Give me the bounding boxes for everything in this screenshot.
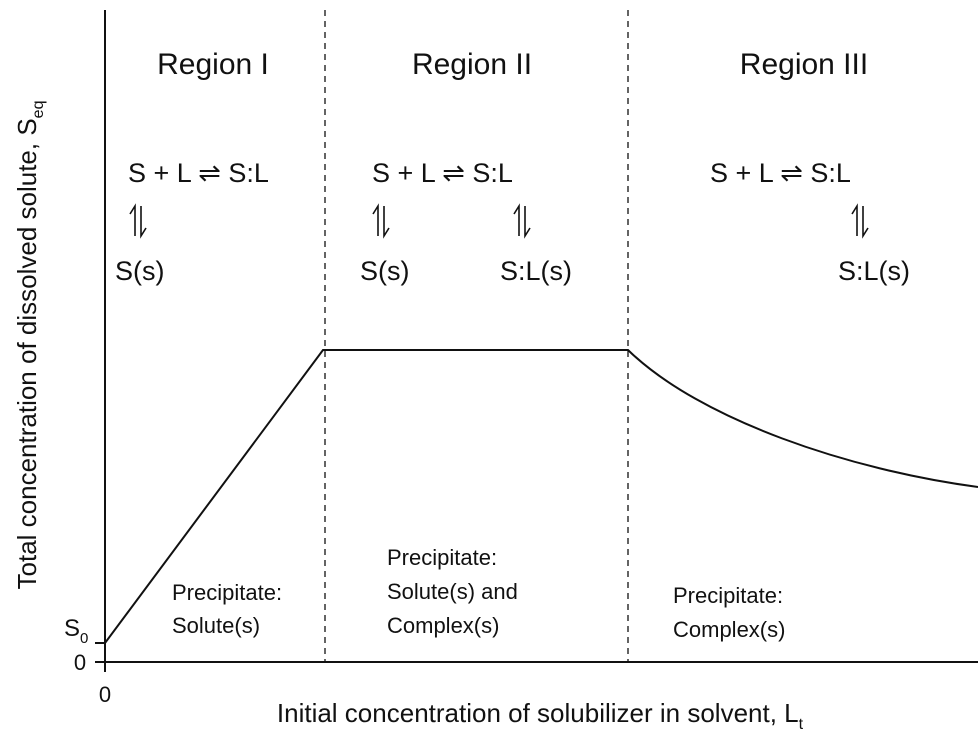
s0-sub: 0 [80, 630, 88, 647]
species: S:L(s) [500, 256, 572, 286]
precipitate: Precipitate: [387, 545, 497, 570]
s0-label: S0 [64, 615, 88, 647]
x-label-text: Initial concentration of solubilizer in … [277, 698, 777, 728]
species: S(s) [360, 256, 410, 286]
x-axis-label: Initial concentration of solubilizer in … [277, 698, 804, 733]
equilibrium-arrow [372, 203, 379, 236]
region-title: Region II [412, 48, 532, 81]
species: S:L(s) [838, 256, 910, 286]
equilibrium: S + L ⇌ S:L [710, 158, 851, 188]
y-label-text: Total concentration of dissolved solute, [12, 143, 42, 590]
precipitate: Complex(s) [387, 613, 499, 638]
x-origin: 0 [99, 682, 111, 707]
s0-symbol: S [64, 615, 80, 642]
curve [104, 349, 978, 644]
precipitate: Solute(s) [172, 613, 260, 638]
equilibrium-arrow [383, 206, 390, 239]
equilibrium-arrow [524, 206, 531, 239]
precipitate: Precipitate: [172, 580, 282, 605]
equilibrium-arrow [862, 206, 869, 239]
region-title: Region III [740, 48, 868, 81]
x-sub: t [799, 716, 804, 733]
equilibrium-arrow [140, 206, 147, 239]
species: S(s) [115, 256, 165, 286]
equilibrium-arrow [513, 203, 520, 236]
equilibrium-arrow [129, 203, 136, 236]
precipitate: Complex(s) [673, 617, 785, 642]
y-axis-label: Total concentration of dissolved solute,… [12, 101, 47, 590]
equilibrium: S + L ⇌ S:L [128, 158, 269, 188]
precipitate: Precipitate: [673, 583, 783, 608]
y-sub: eq [30, 101, 47, 119]
region-title: Region I [157, 48, 269, 81]
equilibrium: S + L ⇌ S:L [372, 158, 513, 188]
y-origin: 0 [74, 650, 86, 675]
equilibrium-arrow [851, 203, 858, 236]
y-symbol: S [12, 118, 42, 135]
x-symbol: L [784, 698, 798, 728]
precipitate: Solute(s) and [387, 579, 518, 604]
